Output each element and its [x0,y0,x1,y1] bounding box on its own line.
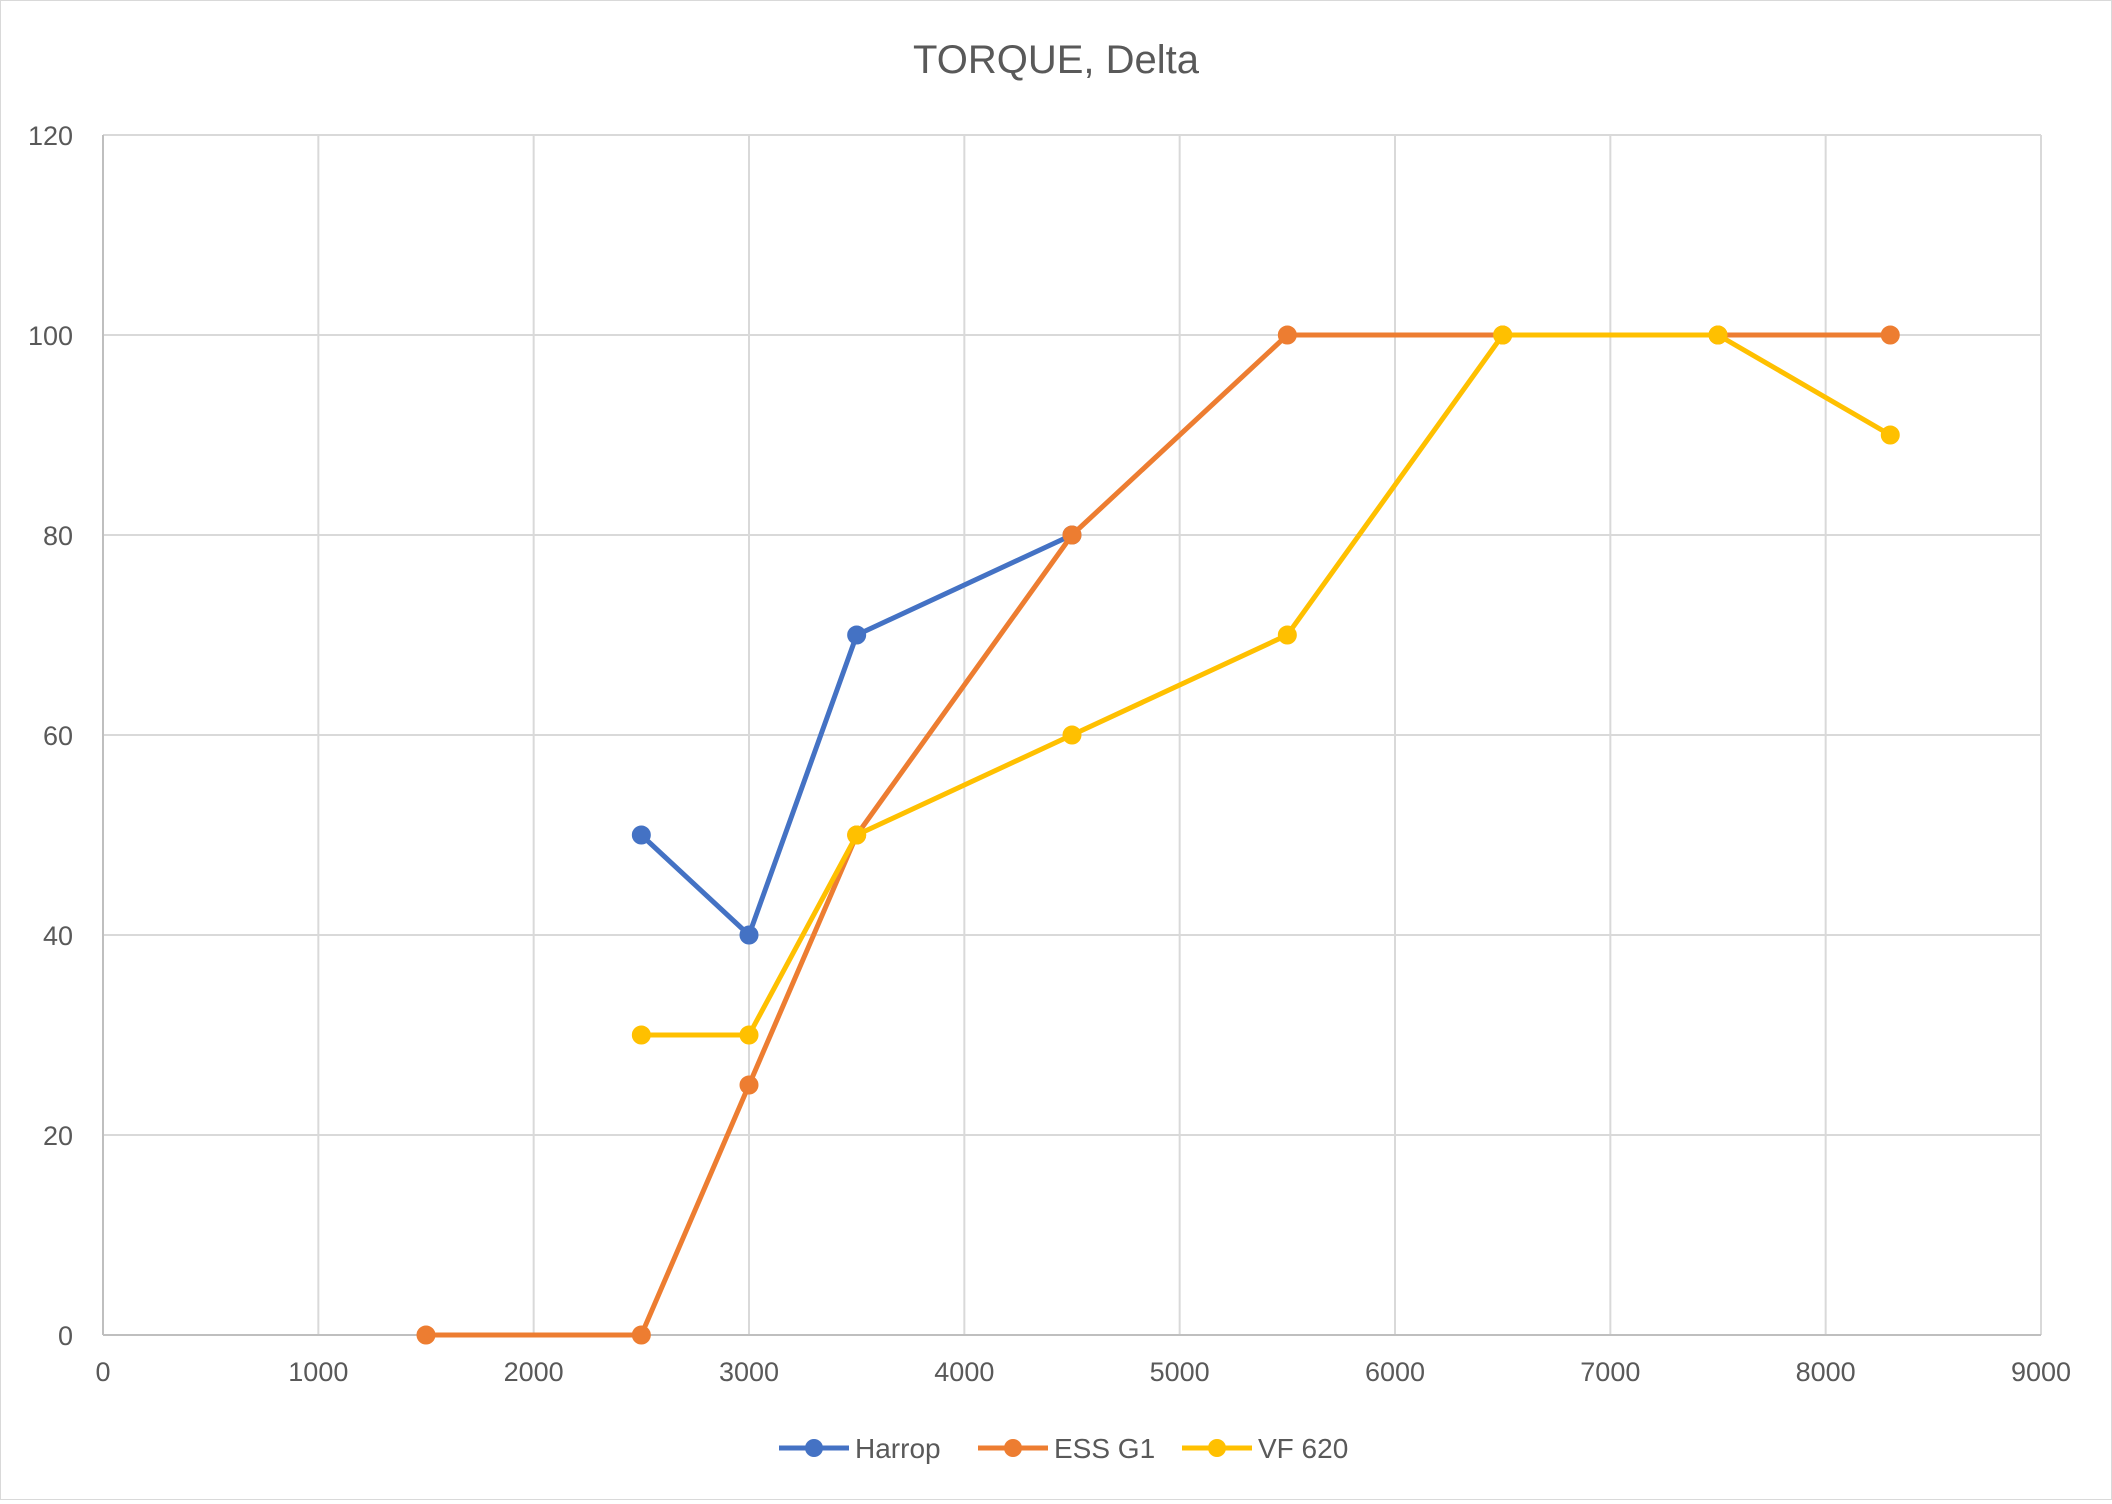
data-point-ess-g1 [1062,525,1082,545]
legend-marker [1208,1439,1226,1457]
legend-marker [805,1439,823,1457]
axes: 0 1000 2000 3000 4000 5000 6000 7000 8000 9000 0 20… [28,121,2071,1387]
x-tick-label: 9000 [2011,1357,2071,1387]
legend-item-vf-620: VF 620 [1182,1433,1348,1464]
x-tick-label: 1000 [288,1357,348,1387]
data-point-vf-620 [1880,425,1900,445]
legend-label: Harrop [855,1433,941,1464]
y-tick-label: 100 [28,321,73,351]
data-point-harrop [739,925,759,945]
y-tick-label: 20 [43,1121,73,1151]
x-tick-label: 8000 [1796,1357,1856,1387]
x-tick-label: 5000 [1150,1357,1210,1387]
series-line-vf-620 [638,332,1893,1038]
legend-label: VF 620 [1258,1433,1348,1464]
data-point-vf-620 [1493,325,1513,345]
data-point-vf-620 [739,1025,759,1045]
series-line-harrop [638,532,1075,938]
y-tick-label: 60 [43,721,73,751]
x-tick-label: 3000 [719,1357,779,1387]
legend-marker [1004,1439,1022,1457]
y-tick-label: 0 [58,1321,73,1351]
legend: Harrop ESS G1 VF 620 [779,1433,1348,1464]
data-point-vf-620 [1277,625,1297,645]
legend-label: ESS G1 [1054,1433,1155,1464]
data-point-ess-g1 [631,1325,651,1345]
data-point-harrop [631,825,651,845]
y-tick-label: 40 [43,921,73,951]
data-point-vf-620 [847,825,867,845]
data-point-ess-g1 [1277,325,1297,345]
data-point-harrop [847,625,867,645]
data-point-vf-620 [631,1025,651,1045]
data-point-vf-620 [1708,325,1728,345]
y-tick-label: 80 [43,521,73,551]
data-point-ess-g1 [739,1075,759,1095]
data-point-ess-g1 [416,1325,436,1345]
chart-title: TORQUE, Delta [913,38,1200,82]
data-point-ess-g1 [1880,325,1900,345]
x-tick-label: 4000 [934,1357,994,1387]
y-tick-label: 120 [28,121,73,151]
series-layer [416,325,1900,1345]
x-tick-label: 6000 [1365,1357,1425,1387]
x-tick-label: 0 [95,1357,110,1387]
legend-item-harrop: Harrop [779,1433,941,1464]
x-tick-label: 2000 [504,1357,564,1387]
legend-item-ess-g1: ESS G1 [978,1433,1155,1464]
data-point-vf-620 [1062,725,1082,745]
x-tick-label: 7000 [1580,1357,1640,1387]
